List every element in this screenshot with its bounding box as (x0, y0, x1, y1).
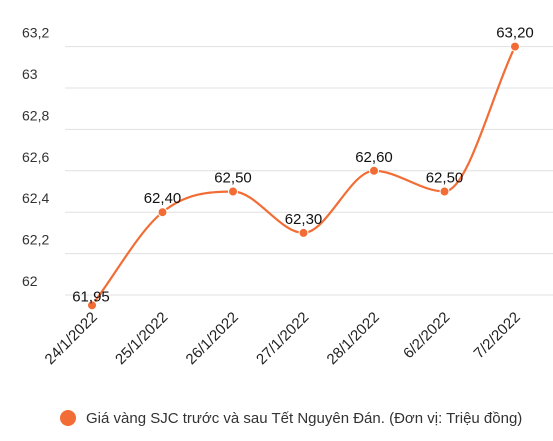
data-label: 62,50 (214, 170, 252, 187)
data-label: 62,40 (144, 190, 182, 207)
x-tick-label: 27/1/2022 (253, 309, 312, 368)
x-tick-label: 26/1/2022 (183, 309, 242, 368)
x-tick-label: 25/1/2022 (112, 309, 171, 368)
data-point (228, 186, 238, 197)
data-labels: 61,95 62,40 62,50 62,30 62,60 62,50 63,20 (72, 25, 534, 306)
data-point (369, 165, 379, 176)
x-tick-label: 6/2/2022 (400, 309, 453, 362)
x-axis-ticks: 24/1/2022 25/1/2022 26/1/2022 27/1/2022 28/1… (42, 309, 524, 368)
y-tick-label: 62 (22, 273, 38, 289)
data-label: 61,95 (72, 288, 110, 305)
y-tick-label: 62,8 (22, 107, 49, 123)
y-tick-label: 63,2 (22, 25, 49, 41)
legend-marker (60, 410, 76, 426)
legend-label: Giá vàng SJC trước và sau Tết Nguyên Đán… (86, 409, 523, 427)
data-point (87, 300, 97, 311)
y-tick-label: 62,4 (22, 190, 49, 206)
y-tick-label: 62,6 (22, 149, 49, 165)
data-label: 62,60 (355, 149, 393, 166)
data-label: 62,50 (426, 170, 464, 187)
data-point (510, 41, 520, 52)
data-label: 62,30 (285, 211, 323, 228)
data-point (439, 186, 450, 197)
data-point (157, 207, 168, 218)
legend: Giá vàng SJC trước và sau Tết Nguyên Đán… (60, 406, 522, 430)
y-tick-label: 63 (22, 66, 38, 82)
x-tick-label: 24/1/2022 (42, 309, 101, 368)
x-tick-label: 28/1/2022 (324, 309, 383, 368)
y-axis-ticks: 62 62,2 62,4 62,6 62,8 63 63,2 (22, 25, 49, 289)
gridlines (65, 46, 553, 296)
y-tick-label: 62,2 (22, 232, 49, 248)
x-tick-label: 7/2/2022 (471, 309, 524, 362)
line-chart: 62 62,2 62,4 62,6 62,8 63 63,2 24/1/2022 25/1/2… (22, 25, 553, 368)
data-points (87, 41, 520, 311)
data-label: 63,20 (496, 25, 534, 42)
data-point (298, 227, 309, 238)
